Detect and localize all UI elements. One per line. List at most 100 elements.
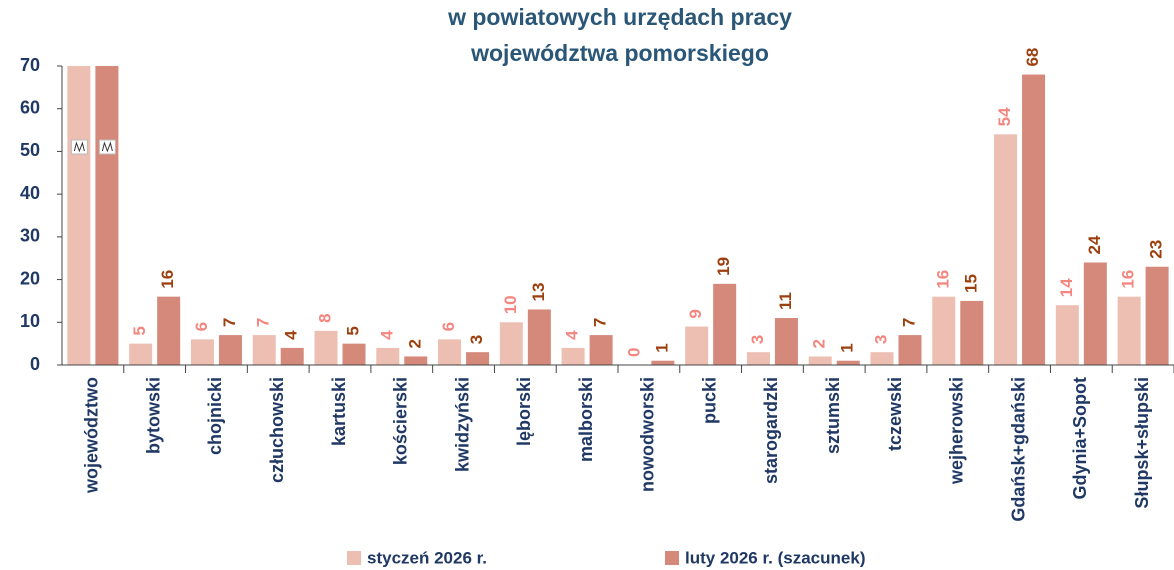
value-label: 9 bbox=[686, 309, 705, 318]
x-tick-label: kwidzyński bbox=[452, 377, 472, 472]
x-tick-label: Gdynia+Sopot bbox=[1070, 377, 1090, 500]
bar bbox=[190, 339, 214, 365]
axis-break bbox=[70, 139, 88, 155]
bar bbox=[774, 318, 798, 365]
value-label: 7 bbox=[591, 318, 610, 327]
value-label: 4 bbox=[282, 330, 301, 340]
value-label: 4 bbox=[563, 330, 582, 340]
plot-area bbox=[67, 66, 1169, 366]
legend-swatch bbox=[665, 551, 679, 565]
chart-title: w powiatowych urzędach pracy bbox=[447, 4, 792, 30]
value-label: 68 bbox=[1023, 48, 1042, 67]
bar bbox=[685, 326, 709, 365]
value-label: 15 bbox=[961, 274, 980, 293]
value-label: 5 bbox=[343, 326, 362, 335]
bar bbox=[527, 309, 551, 365]
bar bbox=[561, 347, 585, 365]
bar bbox=[808, 356, 832, 365]
bar bbox=[713, 283, 737, 365]
bar bbox=[932, 296, 956, 365]
y-tick-label: 20 bbox=[20, 268, 40, 288]
value-label: 13 bbox=[529, 283, 548, 302]
bar bbox=[1145, 266, 1169, 365]
x-tick-label: starogardzki bbox=[761, 377, 781, 484]
bar bbox=[1083, 262, 1107, 365]
value-label: 1 bbox=[652, 343, 671, 352]
value-label: 8 bbox=[315, 313, 334, 322]
legend-label: styczeń 2026 r. bbox=[367, 548, 487, 567]
bar bbox=[376, 347, 400, 365]
x-tick-label: lęborski bbox=[514, 377, 534, 446]
bar bbox=[314, 330, 338, 365]
bar bbox=[836, 360, 860, 365]
value-label: 16 bbox=[158, 270, 177, 289]
bar bbox=[870, 352, 894, 365]
x-tick-label: kościerski bbox=[391, 377, 411, 465]
bar bbox=[342, 343, 366, 365]
y-tick-label: 30 bbox=[20, 226, 40, 246]
value-label: 16 bbox=[1119, 270, 1138, 289]
bar bbox=[1117, 296, 1141, 365]
value-label: 4 bbox=[377, 330, 396, 340]
value-label: 1 bbox=[838, 343, 857, 352]
y-tick-label: 10 bbox=[20, 311, 40, 331]
bar bbox=[1022, 74, 1046, 366]
legend-label: luty 2026 r. (szacunek) bbox=[685, 548, 865, 567]
x-tick-label: wejherowski bbox=[947, 377, 967, 485]
axis-break bbox=[73, 141, 85, 153]
value-label: 7 bbox=[254, 318, 273, 327]
value-label: 2 bbox=[405, 339, 424, 348]
bar bbox=[994, 134, 1018, 365]
bar bbox=[404, 356, 428, 365]
value-label: 6 bbox=[192, 322, 211, 331]
value-label: 16 bbox=[933, 270, 952, 289]
value-label: 54 bbox=[995, 107, 1014, 126]
x-tick-label: malborski bbox=[576, 377, 596, 462]
value-label: 7 bbox=[220, 318, 239, 327]
value-label: 14 bbox=[1057, 278, 1076, 297]
y-tick-label: 60 bbox=[20, 97, 40, 117]
x-tick-label: człuchowski bbox=[267, 377, 287, 483]
bar bbox=[95, 66, 119, 365]
bar bbox=[589, 335, 613, 365]
value-label: 5 bbox=[130, 326, 149, 335]
x-tick-label: chojnicki bbox=[205, 377, 225, 455]
value-label: 3 bbox=[748, 335, 767, 344]
axis-break bbox=[98, 139, 116, 155]
y-tick-label: 50 bbox=[20, 140, 40, 160]
x-tick-label: bytowski bbox=[143, 377, 163, 454]
axis-break bbox=[101, 141, 113, 153]
bar bbox=[157, 296, 181, 365]
chart-title: województwa pomorskiego bbox=[470, 40, 769, 66]
bar bbox=[280, 347, 304, 365]
value-label: 10 bbox=[501, 295, 520, 314]
value-label: 3 bbox=[467, 335, 486, 344]
value-label: 19 bbox=[714, 257, 733, 276]
x-tick-label: kartuski bbox=[329, 377, 349, 446]
bar bbox=[746, 352, 770, 365]
value-label: 11 bbox=[776, 292, 795, 310]
x-tick-label: tczewski bbox=[885, 377, 905, 451]
x-tick-label: Słupsk+słupski bbox=[1132, 377, 1152, 509]
bar bbox=[960, 300, 984, 365]
bar bbox=[898, 335, 922, 365]
value-label: 3 bbox=[871, 335, 890, 344]
bar bbox=[499, 322, 523, 365]
y-tick-label: 70 bbox=[20, 55, 40, 75]
value-label: 0 bbox=[624, 348, 643, 357]
y-tick-label: 0 bbox=[30, 354, 40, 374]
bar bbox=[252, 335, 276, 365]
bar bbox=[651, 360, 675, 365]
value-label: 7 bbox=[899, 318, 918, 327]
x-tick-label: pucki bbox=[699, 377, 719, 424]
bar bbox=[67, 66, 91, 365]
value-label: 23 bbox=[1147, 240, 1166, 259]
x-tick-label: nowodworski bbox=[638, 377, 658, 492]
legend-swatch bbox=[347, 551, 361, 565]
bar bbox=[466, 352, 490, 365]
bar bbox=[218, 335, 242, 365]
bar bbox=[1055, 305, 1079, 365]
value-label: 6 bbox=[439, 322, 458, 331]
value-label: 2 bbox=[810, 339, 829, 348]
